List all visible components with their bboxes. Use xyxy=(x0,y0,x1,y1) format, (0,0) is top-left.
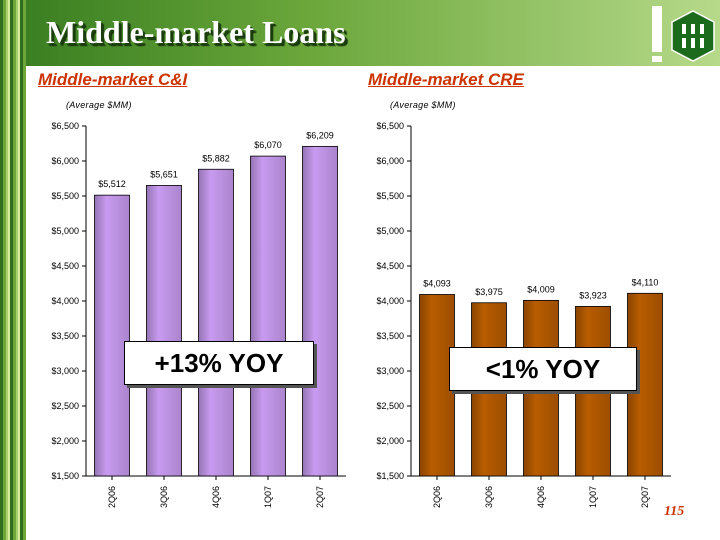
cre-y-tick-label: $2,500 xyxy=(376,401,404,411)
cni-category-label: 2Q07 xyxy=(315,486,325,508)
cni-y-tick-label: $4,500 xyxy=(51,261,79,271)
cre-y-tick-label: $2,000 xyxy=(376,436,404,446)
cre-y-tick-label: $4,000 xyxy=(376,296,404,306)
cre-y-tick-label: $6,000 xyxy=(376,156,404,166)
decorative-stripes xyxy=(0,0,26,540)
cre-category-label: 4Q06 xyxy=(536,486,546,508)
cni-category-label: 1Q07 xyxy=(263,486,273,508)
cni-yoy-callout: +13% YOY xyxy=(124,341,314,385)
cre-y-tick-label: $4,500 xyxy=(376,261,404,271)
cre-category-label: 1Q07 xyxy=(588,486,598,508)
cni-y-tick-label: $6,000 xyxy=(51,156,79,166)
cre-value-label: $4,093 xyxy=(423,278,451,288)
cni-y-tick-label: $1,500 xyxy=(51,471,79,481)
cni-bar-2Q06 xyxy=(94,194,130,477)
cre-y-tick-label: $3,500 xyxy=(376,331,404,341)
cni-category-label: 3Q06 xyxy=(159,486,169,508)
exclamation-logo-icon xyxy=(652,6,662,52)
cre-y-tick-label: $3,000 xyxy=(376,366,404,376)
cni-value-label: $6,070 xyxy=(254,140,282,150)
cre-value-label: $4,009 xyxy=(527,284,555,294)
cni-plot-area: $1,500 $2,000 $2,500 $3,000 $3,500 $4,000 $4,5… xyxy=(51,121,346,508)
bank-logo-icon xyxy=(671,10,715,62)
cre-yoy-callout: <1% YOY xyxy=(449,347,637,391)
cni-y-tick-label: $5,500 xyxy=(51,191,79,201)
cre-y-tick-label: $5,500 xyxy=(376,191,404,201)
cni-y-tick-label: $5,000 xyxy=(51,226,79,236)
cre-plot-area: $1,500 $2,000 $2,500 $3,000 $3,500 $4,000 $4,5… xyxy=(376,121,671,508)
cre-value-label: $3,975 xyxy=(475,287,503,297)
cre-y-tick-label: $1,500 xyxy=(376,471,404,481)
cni-bar-3Q06 xyxy=(146,185,182,477)
cni-unit-note: (Average $MM) xyxy=(66,100,132,110)
cre-category-label: 3Q06 xyxy=(484,486,494,508)
cni-bar-4Q06 xyxy=(198,168,234,477)
cre-unit-note: (Average $MM) xyxy=(390,100,456,110)
cre-bar-1Q07 xyxy=(575,305,611,477)
cni-y-tick-label: $2,000 xyxy=(51,436,79,446)
cni-category-label: 2Q06 xyxy=(107,486,117,508)
cni-y-tick-label: $3,000 xyxy=(51,366,79,376)
cre-chart-title: Middle-market CRE xyxy=(368,70,524,89)
cni-y-tick-label: $3,500 xyxy=(51,331,79,341)
cni-value-label: $5,882 xyxy=(202,153,230,163)
cni-y-tick-label: $2,500 xyxy=(51,401,79,411)
cre-value-label: $4,110 xyxy=(632,277,659,287)
header-band xyxy=(26,0,720,66)
cre-category-label: 2Q07 xyxy=(640,486,650,508)
cre-y-tick-label: $5,000 xyxy=(376,226,404,236)
cre-y-tick-label: $6,500 xyxy=(376,121,404,131)
cni-category-label: 4Q06 xyxy=(211,486,221,508)
cre-category-label: 2Q06 xyxy=(432,486,442,508)
exclamation-dot-icon xyxy=(652,56,662,62)
cre-value-label: $3,923 xyxy=(579,290,607,300)
page-number: 115 xyxy=(664,504,685,519)
cni-value-label: $6,209 xyxy=(306,130,334,140)
cni-y-tick-label: $6,500 xyxy=(51,121,79,131)
cni-value-label: $5,651 xyxy=(150,169,178,179)
cni-bar-1Q07 xyxy=(250,155,286,477)
cni-value-label: $5,512 xyxy=(98,179,126,189)
cni-bar-2Q07 xyxy=(302,145,338,477)
cni-chart-title: Middle-market C&I xyxy=(38,70,188,89)
cni-bar-chart: $1,500 $2,000 $2,500 $3,000 $3,500 $4,000 $4,5… xyxy=(51,121,346,508)
cni-y-tick-label: $4,000 xyxy=(51,296,79,306)
slide-title: Middle-market Loans xyxy=(46,14,346,50)
cre-bar-chart: $1,500 $2,000 $2,500 $3,000 $3,500 $4,000 $4,5… xyxy=(376,121,671,508)
